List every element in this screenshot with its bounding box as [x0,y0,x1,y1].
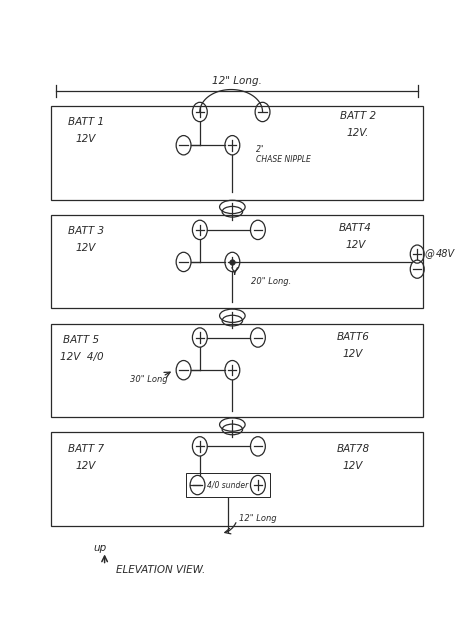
Text: up: up [93,543,107,553]
Text: 20" Long.: 20" Long. [251,277,291,286]
Text: BATT 2: BATT 2 [340,111,376,121]
Text: 12" Long.: 12" Long. [212,76,262,86]
Text: 12V: 12V [76,243,96,253]
Bar [51,433,423,526]
Bar [186,473,270,497]
Text: 12V: 12V [343,349,363,359]
Bar [51,323,423,417]
Text: 4/0 sunder: 4/0 sunder [207,481,248,489]
Text: BATT 5: BATT 5 [64,335,100,345]
Text: BATT 3: BATT 3 [68,226,104,236]
Text: 12V: 12V [76,461,96,471]
Text: ELEVATION VIEW.: ELEVATION VIEW. [116,565,205,574]
Text: 30" Long: 30" Long [130,375,168,384]
Text: BAT78: BAT78 [337,444,370,453]
Text: @: @ [425,249,435,259]
Text: 2"
CHASE NIPPLE: 2" CHASE NIPPLE [255,144,310,164]
Bar [51,106,423,200]
Bar [51,215,423,308]
Text: 12V  4/0: 12V 4/0 [60,352,103,362]
Text: 12V: 12V [76,134,96,144]
Text: 48V: 48V [436,249,455,259]
Text: 12V: 12V [343,461,363,471]
Text: BATT 1: BATT 1 [68,117,104,127]
Text: BATT 7: BATT 7 [68,444,104,453]
Text: 12V.: 12V. [346,128,369,138]
Text: 12" Long: 12" Long [239,515,277,523]
Text: BATT4: BATT4 [339,223,372,233]
Text: BATT6: BATT6 [337,332,370,342]
Text: 12V: 12V [345,240,365,250]
